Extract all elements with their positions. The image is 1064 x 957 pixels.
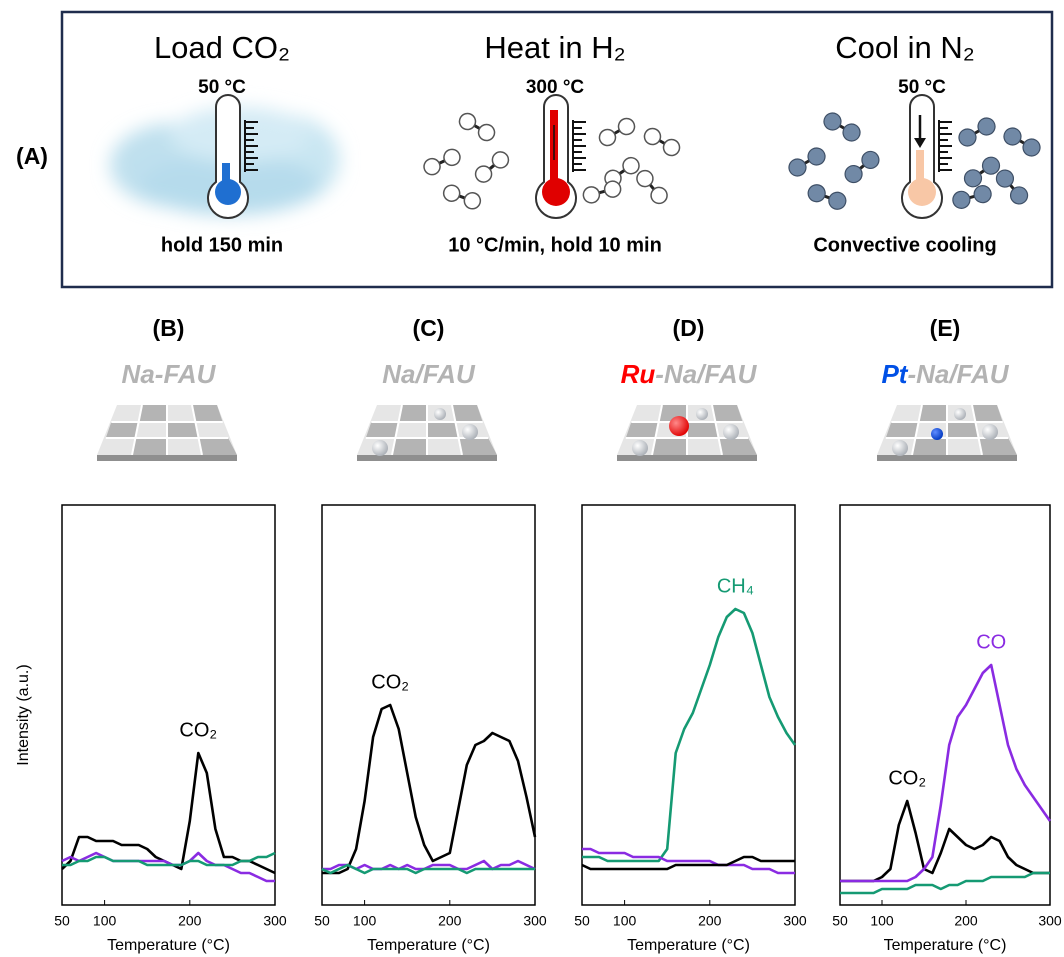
title-text: Na-FAU [122,359,217,389]
chart-title: Pt-Na/FAU [881,359,1009,389]
chart-title: Na/FAU [382,359,476,389]
panel-a-label: (A) [16,143,48,169]
figure: (A) Load CO₂ 50 °C hold 150 min Heat in … [0,0,1064,957]
series-name: CO₂ [371,671,409,693]
step-title: Heat in H₂ [484,30,625,65]
title-prefix: Pt [881,359,908,389]
x-tick-label: 100 [613,913,637,929]
panel-label: (B) [153,315,185,341]
x-tick-label: 100 [93,913,117,929]
x-tick-label: 200 [954,913,978,929]
x-axis-label: Temperature (°C) [367,937,490,954]
x-tick-label: 300 [783,913,807,929]
series-name: CO₂ [179,719,217,741]
x-tick-label: 100 [353,913,377,929]
step-title: Load CO₂ [154,30,290,65]
x-tick-label: 200 [438,913,462,929]
x-tick-label: 200 [698,913,722,929]
y-axis-label: Intensity (a.u.) [15,664,32,765]
plot-frame [840,505,1050,905]
step-temperature: 50 °C [198,77,246,98]
surface-icon [877,405,1017,461]
series-name: CO [976,631,1006,653]
step-note: Convective cooling [813,234,996,256]
panel-label: (C) [413,315,445,341]
plot-frame [582,505,795,905]
series-name: CH₄ [717,575,754,597]
step-note: 10 °C/min, hold 10 min [448,234,662,256]
x-tick-label: 100 [870,913,894,929]
title-text: Na/FAU [382,359,476,389]
x-tick-label: 300 [523,913,547,929]
title-text: -Na/FAU [655,359,757,389]
plot-frame [322,505,535,905]
x-tick-label: 300 [263,913,287,929]
x-tick-label: 50 [54,913,70,929]
panel-label: (D) [673,315,705,341]
step-title: Cool in N₂ [835,30,975,65]
x-axis-label: Temperature (°C) [627,937,750,954]
x-axis-label: Temperature (°C) [107,937,230,954]
chart-title: Ru-Na/FAU [621,359,758,389]
series-name: CO₂ [888,767,926,789]
x-axis-label: Temperature (°C) [884,937,1007,954]
step-note: hold 150 min [161,234,283,256]
x-tick-label: 50 [832,913,848,929]
plot-frame [62,505,275,905]
title-text: -Na/FAU [907,359,1009,389]
surface-icon [97,405,237,461]
title-prefix: Ru [621,359,656,389]
x-tick-label: 300 [1038,913,1062,929]
panel-label: (E) [930,315,961,341]
surface-icon [617,405,757,461]
x-tick-label: 50 [314,913,330,929]
x-tick-label: 200 [178,913,202,929]
surface-icon [357,405,497,461]
chart-title: Na-FAU [122,359,217,389]
x-tick-label: 50 [574,913,590,929]
